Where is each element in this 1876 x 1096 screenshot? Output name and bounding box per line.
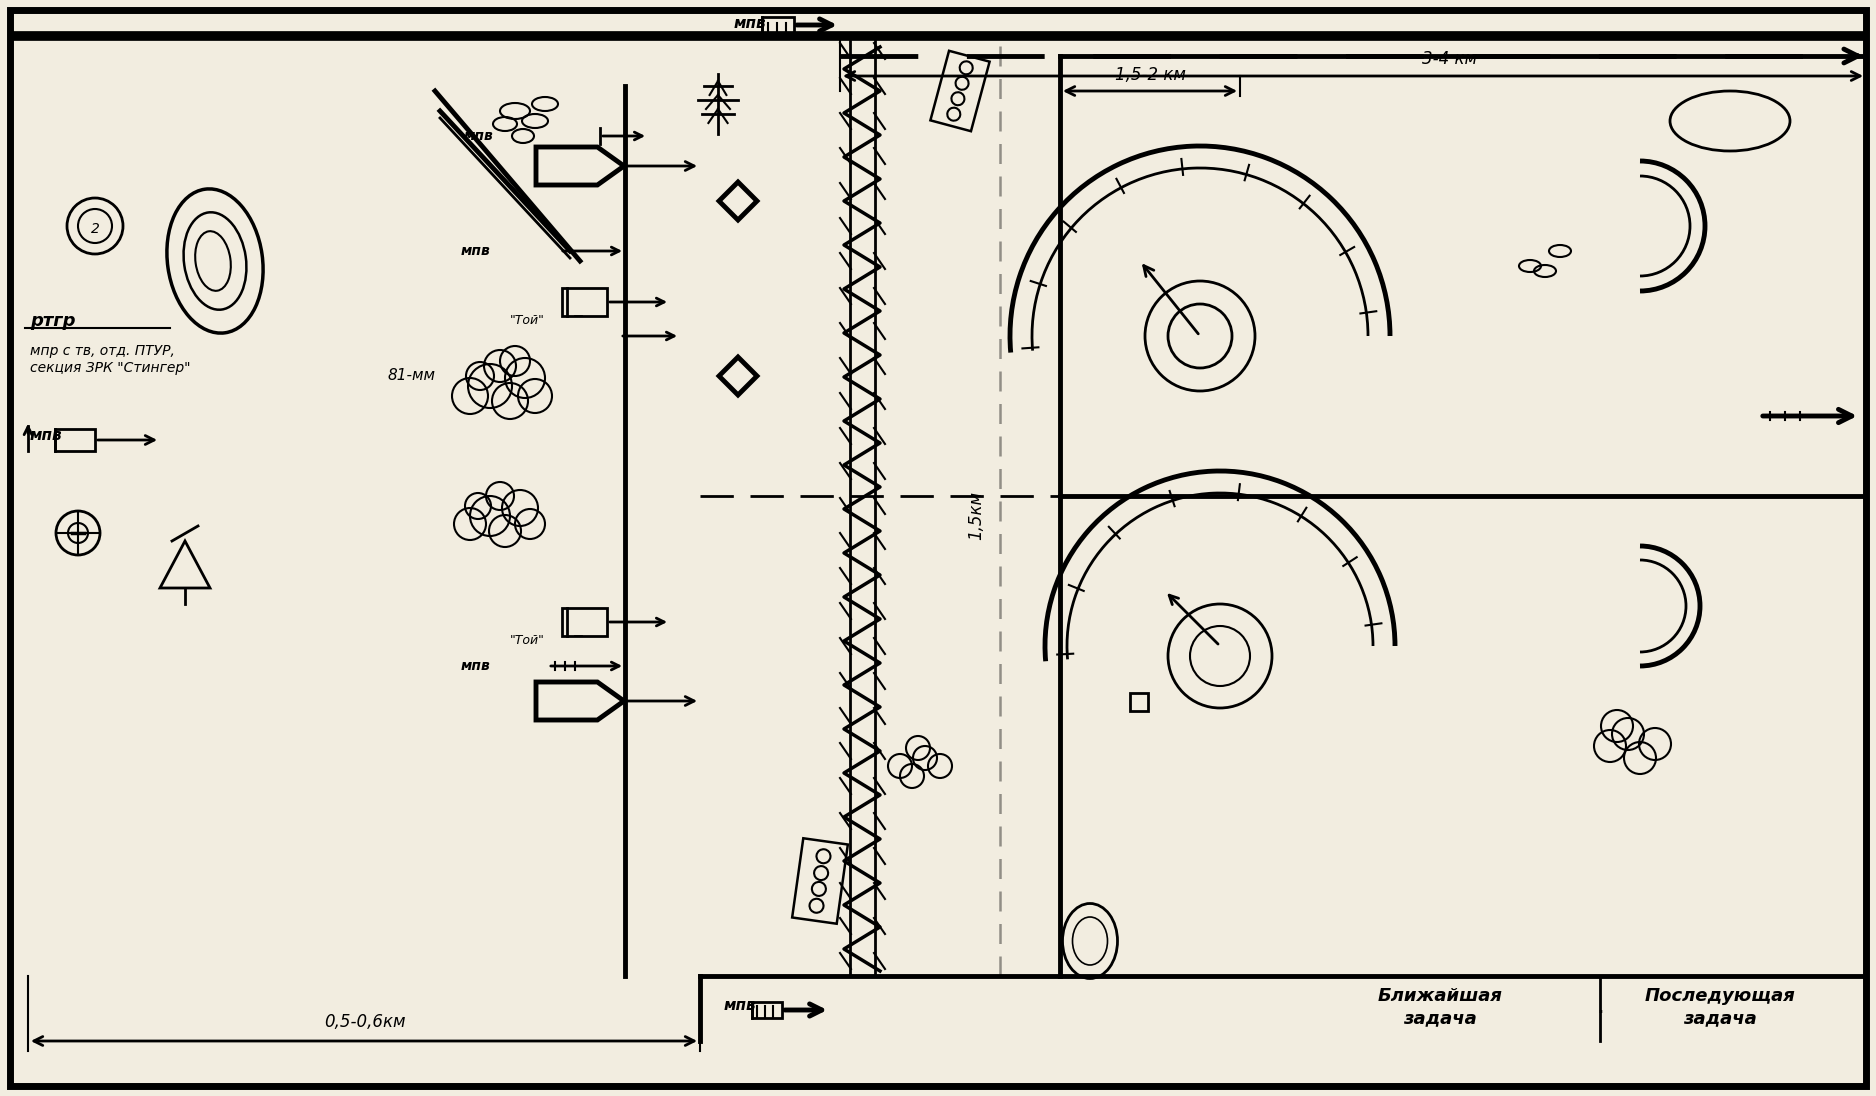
Bar bbox=[792, 838, 848, 924]
Text: "Той": "Той" bbox=[510, 315, 546, 328]
Text: мпр с тв, отд. ПТУР,: мпр с тв, отд. ПТУР, bbox=[30, 344, 174, 358]
Text: 2: 2 bbox=[90, 222, 99, 236]
Text: 1,5км: 1,5км bbox=[966, 491, 985, 540]
Text: .: . bbox=[1596, 994, 1604, 1018]
Text: ртгр: ртгр bbox=[30, 312, 75, 330]
Text: "Той": "Той" bbox=[510, 635, 546, 648]
Text: 0,5-0,6км: 0,5-0,6км bbox=[325, 1013, 405, 1031]
Bar bbox=[563, 608, 608, 636]
Text: секция ЗРК "Стингер": секция ЗРК "Стингер" bbox=[30, 361, 191, 375]
Text: 81-мм: 81-мм bbox=[388, 368, 435, 384]
Text: задача: задача bbox=[1683, 1009, 1758, 1027]
Text: мпв: мпв bbox=[463, 129, 493, 142]
Text: 3-4 км: 3-4 км bbox=[1422, 50, 1478, 68]
Text: мпв: мпв bbox=[724, 998, 756, 1014]
Text: Последующая: Последующая bbox=[1645, 987, 1795, 1005]
Text: мпв: мпв bbox=[460, 659, 490, 673]
Text: мпв: мпв bbox=[30, 429, 62, 444]
Text: Ближайшая: Ближайшая bbox=[1377, 987, 1503, 1005]
Bar bbox=[762, 18, 794, 33]
Text: задача: задача bbox=[1403, 1009, 1476, 1027]
Bar bbox=[1129, 693, 1148, 711]
Text: мпв: мпв bbox=[460, 244, 490, 258]
Text: мпв: мпв bbox=[734, 16, 765, 32]
Bar bbox=[563, 288, 608, 316]
Text: 1,5-2 км: 1,5-2 км bbox=[1114, 66, 1186, 84]
Bar bbox=[930, 50, 991, 132]
Bar bbox=[752, 1002, 782, 1018]
Bar bbox=[54, 429, 96, 450]
